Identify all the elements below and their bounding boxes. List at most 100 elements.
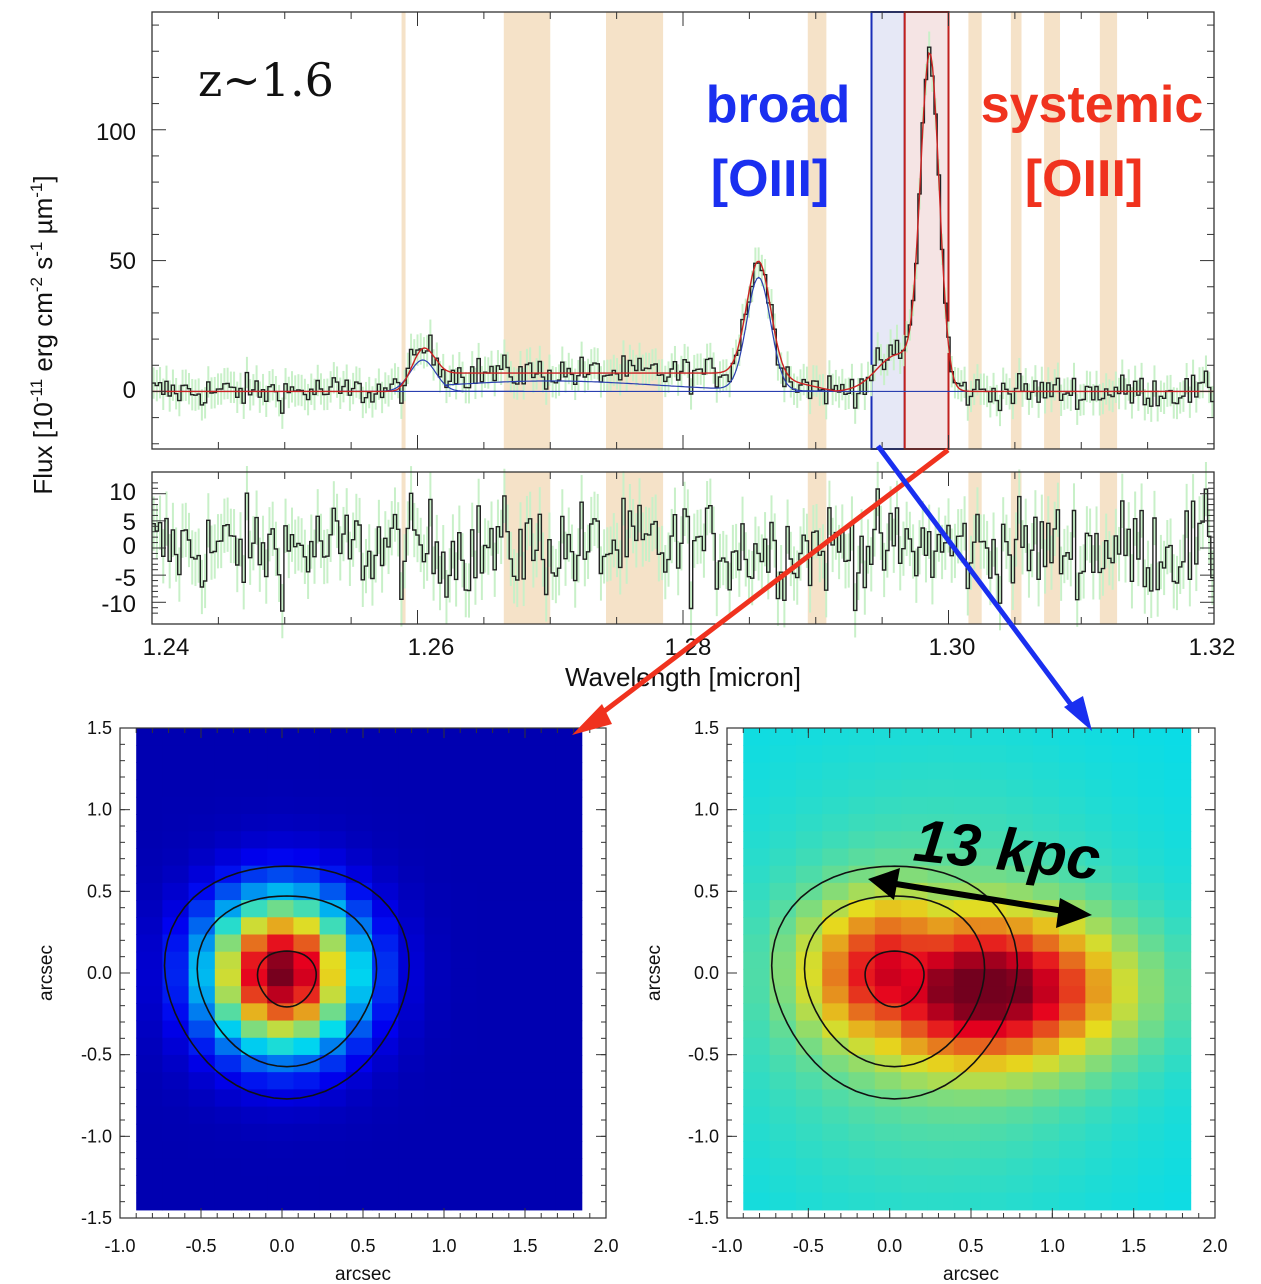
map-pixel <box>769 728 797 746</box>
map-pixel <box>1006 882 1034 901</box>
map-pixel <box>293 1089 321 1108</box>
map-pixel <box>901 745 929 764</box>
map-pixel <box>769 1072 797 1090</box>
map-pixel <box>1059 1089 1086 1108</box>
map-pixel <box>769 1003 797 1022</box>
map-pixel <box>1059 814 1086 832</box>
x-tick-label: 2.0 <box>593 1236 618 1256</box>
contour-line <box>256 950 318 1008</box>
map-pixel <box>1137 848 1165 867</box>
map-pixel <box>529 986 557 1004</box>
map-pixel <box>503 951 530 970</box>
map-pixel <box>1111 1175 1139 1194</box>
map-pixel <box>953 796 981 815</box>
map-pixel <box>214 814 242 832</box>
map-pixel <box>874 745 902 764</box>
map-pixel <box>901 779 929 798</box>
map-pixel <box>162 951 190 970</box>
map-pixel <box>769 1037 797 1056</box>
map-pixel <box>1164 900 1192 918</box>
map-pixel <box>1164 1158 1192 1177</box>
map-pixel <box>241 728 268 746</box>
map-pixel <box>529 1192 557 1211</box>
map-pixel <box>1164 1072 1192 1090</box>
broad-label: broad <box>706 76 850 134</box>
map-pixel <box>1164 831 1192 850</box>
map-pixel <box>901 934 929 953</box>
map-pixel <box>1032 1123 1060 1142</box>
map-pixel <box>372 1158 399 1177</box>
map-pixel <box>953 814 981 832</box>
y-tick-label: 0.5 <box>87 881 112 901</box>
map-pixel <box>293 831 321 850</box>
map-pixel <box>953 1054 981 1073</box>
map-pixel <box>1032 745 1060 764</box>
map-pixel <box>980 1037 1008 1056</box>
map-pixel <box>267 917 295 936</box>
map-pixel <box>743 1192 771 1211</box>
map-pixel <box>1164 1003 1192 1022</box>
map-pixel <box>1085 986 1113 1004</box>
map-pixel <box>293 1141 321 1159</box>
rtick-0: 0 <box>123 533 136 560</box>
map-pixel <box>743 1158 771 1177</box>
map-pixel <box>450 934 478 953</box>
y-tick-label: -0.5 <box>81 1045 112 1065</box>
map-pixel <box>980 900 1008 918</box>
map-pixel <box>1006 745 1034 764</box>
map-pixel <box>1164 796 1192 815</box>
map-pixel <box>424 1072 452 1090</box>
y-tick-label: 0.0 <box>87 963 112 983</box>
ytick-0: 0 <box>123 377 136 404</box>
map-pixel <box>795 951 823 970</box>
map-pixel <box>372 831 399 850</box>
map-pixel <box>980 1003 1008 1022</box>
map-pixel <box>372 1037 399 1056</box>
map-pixel <box>555 848 583 867</box>
map-pixel <box>241 1192 268 1211</box>
map-pixel <box>980 1054 1008 1073</box>
map-pixel <box>424 1141 452 1159</box>
map-pixel <box>901 814 929 832</box>
map-pixel <box>874 968 902 987</box>
map-pixel <box>1085 814 1113 832</box>
map-pixel <box>293 1003 321 1022</box>
map-pixel <box>769 1089 797 1108</box>
map-pixel <box>398 1054 426 1073</box>
map-pixel <box>188 1192 216 1211</box>
map-pixel <box>450 1141 478 1159</box>
map-pixel <box>450 1089 478 1108</box>
map-pixel <box>529 1158 557 1177</box>
map-pixel <box>241 1003 268 1022</box>
map-pixel <box>424 848 452 867</box>
map-pixel <box>1059 1106 1086 1125</box>
map-pixel <box>293 1123 321 1142</box>
map-pixel <box>529 796 557 815</box>
map-pixel <box>529 917 557 936</box>
map-pixel <box>503 1123 530 1142</box>
map-pixel <box>450 865 478 884</box>
map-pixel <box>1006 1003 1034 1022</box>
map-pixel <box>822 745 850 764</box>
map-pixel <box>1006 1054 1034 1073</box>
map-pixel <box>162 1072 190 1090</box>
map-pixel <box>743 848 771 867</box>
map-pixel <box>136 796 164 815</box>
map-pixel <box>372 934 399 953</box>
map-pixel <box>874 1020 902 1039</box>
rtick-5: 5 <box>123 509 136 536</box>
map-pixel <box>372 865 399 884</box>
map-pixel <box>188 1123 216 1142</box>
map-pixel <box>1111 900 1139 918</box>
map-pixel <box>293 986 321 1004</box>
map-pixel <box>372 779 399 798</box>
map-pixel <box>555 796 583 815</box>
map-pixel <box>450 745 478 764</box>
broad-oiii-label: [OIII] <box>711 150 829 208</box>
rtick-10: 10 <box>109 479 136 506</box>
map-pixel <box>795 1037 823 1056</box>
map-pixel <box>769 934 797 953</box>
map-pixel <box>901 1192 929 1211</box>
map-pixel <box>450 917 478 936</box>
map-pixel <box>980 745 1008 764</box>
